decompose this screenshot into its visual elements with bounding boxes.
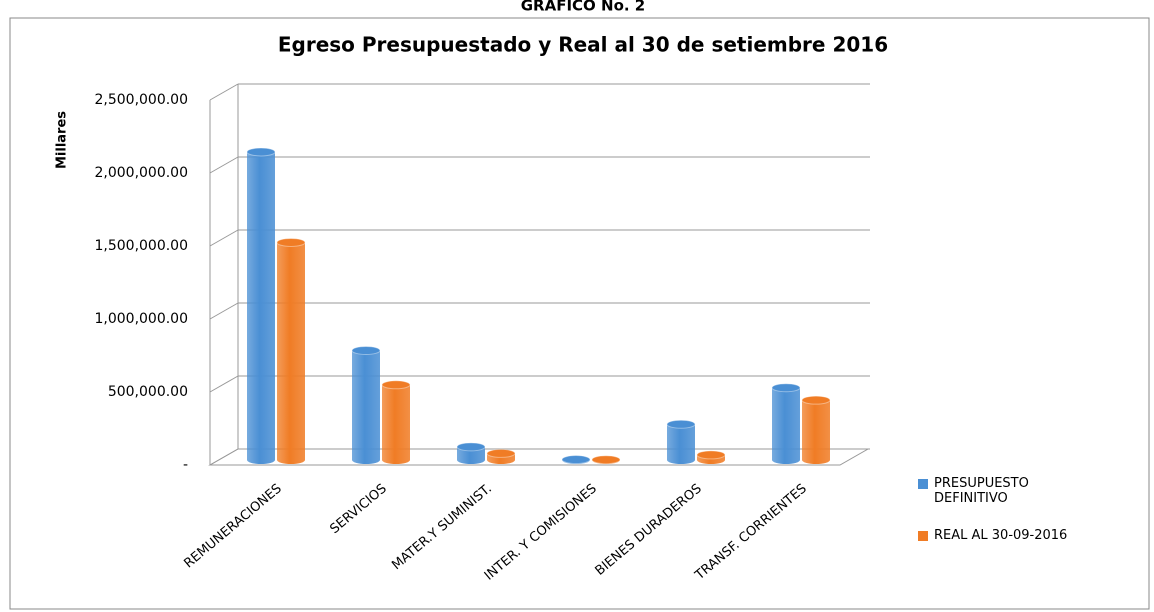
y-tick-label: - [183, 457, 188, 473]
bar [276, 237, 306, 464]
chart-border [9, 17, 1150, 610]
legend-swatch [918, 479, 928, 489]
grid-line-side [209, 229, 239, 247]
header: GRAFICO No. 2 [521, 0, 646, 15]
bar-body [382, 384, 410, 464]
bar-top [771, 383, 801, 393]
bar [696, 450, 726, 464]
bar-top [456, 442, 486, 452]
y-tick-label: 500,000.00 [108, 384, 188, 400]
floor [208, 448, 870, 466]
legend-item: REAL AL 30-09-2016 [918, 528, 1068, 543]
bar-body [277, 242, 305, 464]
bar [246, 147, 276, 464]
bar-body [667, 424, 695, 464]
bar [456, 442, 486, 464]
bar-top [696, 450, 726, 460]
legend-item: PRESUPUESTO DEFINITIVO [918, 476, 1068, 506]
grid-line-side [209, 83, 239, 101]
bar-top [276, 237, 306, 247]
bar-body [457, 446, 485, 464]
bar-top [591, 455, 621, 465]
y-tick-label: 2,500,000.00 [94, 92, 188, 108]
bar-top [801, 395, 831, 405]
bar [381, 380, 411, 464]
legend-label: PRESUPUESTO DEFINITIVO [934, 476, 1029, 506]
grid-line-side [209, 448, 239, 466]
grid-line-side [209, 375, 239, 393]
bar-top [666, 419, 696, 429]
bar [801, 395, 831, 464]
y-tick-label: 2,000,000.00 [94, 165, 188, 181]
y-axis-label: Millares [55, 111, 70, 169]
bar-body [352, 350, 380, 464]
bar [561, 455, 591, 465]
bar-top [561, 455, 591, 465]
bar-top [381, 380, 411, 390]
grid-line-side [209, 302, 239, 320]
bar-top [486, 448, 516, 458]
bar [666, 419, 696, 464]
bar [771, 383, 801, 464]
bar-body [247, 151, 275, 464]
bar [591, 455, 621, 465]
bar [351, 346, 381, 464]
bar-top [351, 346, 381, 355]
bar [486, 448, 516, 464]
y-tick-label: 1,000,000.00 [94, 311, 188, 327]
bar-top [246, 147, 276, 157]
y-tick-label: 1,500,000.00 [94, 238, 188, 254]
bar-body [802, 400, 830, 464]
chart-title: Egreso Presupuestado y Real al 30 de set… [278, 33, 888, 57]
bar-body [772, 387, 800, 464]
legend: PRESUPUESTO DEFINITIVO REAL AL 30-09-2016 [918, 476, 1068, 565]
legend-label: REAL AL 30-09-2016 [934, 528, 1068, 543]
legend-swatch [918, 531, 928, 541]
grid-line-side [209, 156, 239, 174]
